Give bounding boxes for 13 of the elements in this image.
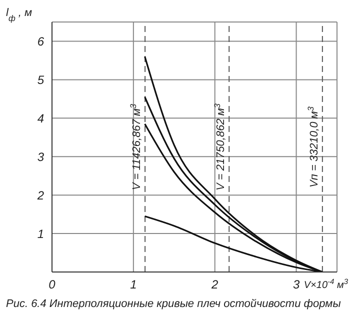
text: Рис. 6.4 Интерполяционные кривые плеч остойчивости формы bbox=[6, 298, 341, 310]
x-tick-label: 2 bbox=[210, 278, 219, 292]
y-tick-label: 2 bbox=[36, 188, 44, 202]
x-tick-label: 0 bbox=[48, 278, 56, 292]
y-axis-title: l$_{ф}$ , м bbox=[6, 7, 33, 22]
y-tick-label: 6 bbox=[37, 34, 44, 48]
y-tick-label: 3 bbox=[37, 150, 44, 164]
y-tick-label: 5 bbox=[37, 72, 44, 87]
x-axis-title: V×10$^{-4}$ м$^{3}$ bbox=[304, 276, 349, 291]
y-tick-label: 1 bbox=[37, 226, 44, 241]
y-tick-label: 4 bbox=[37, 111, 44, 126]
x-tick-label: 1 bbox=[130, 278, 137, 292]
x-tick-label: 3 bbox=[292, 278, 300, 292]
